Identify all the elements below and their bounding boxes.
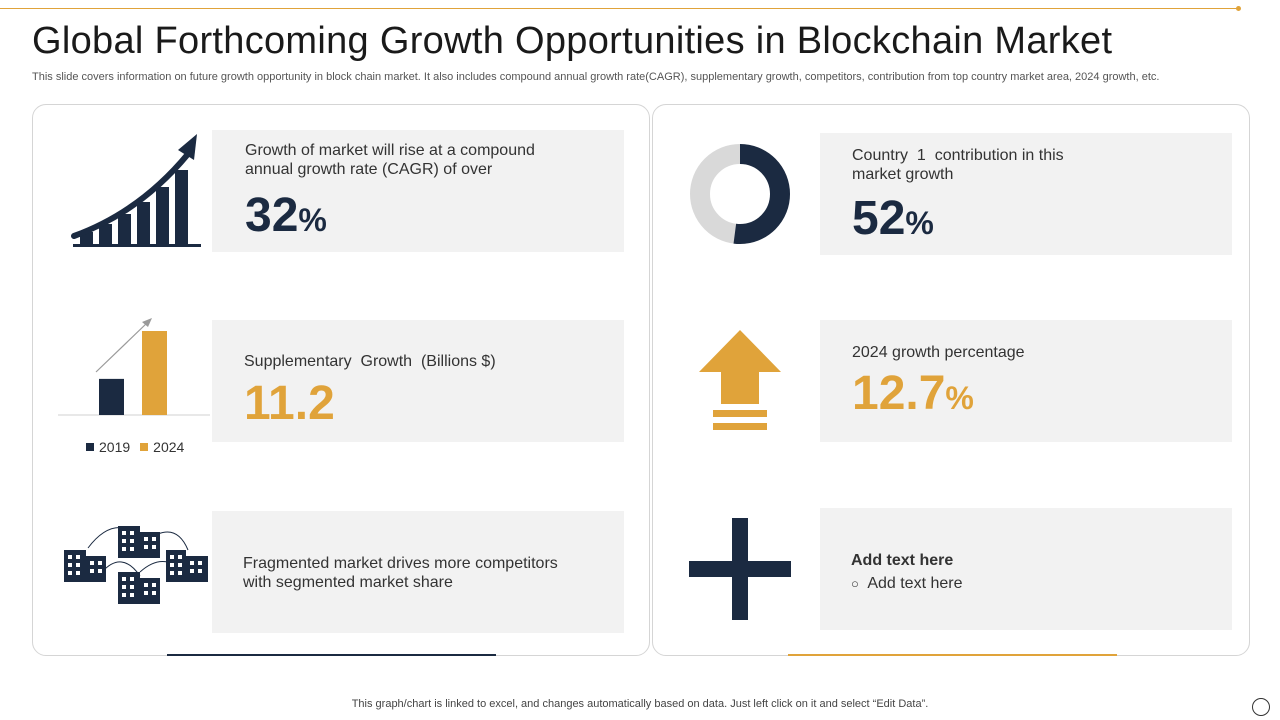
- growth-2024-card: 2024 growth percentage 12.7%: [820, 320, 1232, 442]
- add-text-card: Add text here ○ Add text here: [820, 508, 1232, 630]
- bar-2024: [142, 331, 167, 415]
- corner-circle-icon: [1252, 698, 1270, 716]
- legend-item-2024: 2024: [140, 439, 184, 455]
- buildings-network-icon: [64, 526, 208, 604]
- bar-2019: [99, 378, 124, 415]
- legend-swatch-2024: [140, 443, 149, 451]
- growth-2024-text: 2024 growth percentage: [852, 344, 1025, 361]
- country-card: Country 1 contribution in this market gr…: [820, 133, 1232, 255]
- country-number: 52: [852, 192, 906, 245]
- cagr-number: 32: [245, 189, 299, 242]
- supplementary-bar-chart: [58, 318, 210, 416]
- legend-label-2019: 2019: [99, 439, 131, 455]
- page-title: Global Forthcoming Growth Opportunities …: [32, 20, 1113, 62]
- cagr-text: Growth of market will rise at a compound…: [245, 142, 535, 178]
- growth-2024-number: 12.7: [852, 367, 946, 420]
- legend-item-2019: 2019: [86, 439, 130, 455]
- country-donut-chart: [690, 144, 790, 244]
- growth-2024-value: 12.7%: [852, 370, 974, 422]
- donut-share: [690, 144, 790, 244]
- cagr-card: Growth of market will rise at a compound…: [212, 130, 624, 252]
- fragmented-card: Fragmented market drives more competitor…: [212, 511, 624, 633]
- footer-note: This graph/chart is linked to excel, and…: [351, 698, 929, 710]
- rising-bar-chart-icon: [71, 134, 201, 247]
- supplementary-value: 11.2: [244, 377, 335, 430]
- country-value: 52%: [852, 195, 934, 247]
- supplementary-card: Supplementary Growth (Billions $) 11.2: [212, 320, 624, 442]
- supplementary-text: Supplementary Growth (Billions $): [244, 353, 496, 370]
- growth-2024-unit: %: [945, 380, 974, 416]
- fragmented-text: Fragmented market drives more competitor…: [243, 555, 558, 591]
- cagr-value: 32%: [245, 192, 327, 244]
- country-text: Country 1 contribution in this market gr…: [852, 147, 1069, 183]
- bullet-circle-icon: ○: [851, 576, 859, 591]
- up-arrow-icon: [699, 330, 781, 430]
- cagr-unit: %: [298, 202, 327, 238]
- add-text-bullet-label: Add text here: [867, 575, 963, 592]
- page-subtitle: This slide covers information on future …: [32, 71, 1160, 83]
- legend-label-2024: 2024: [153, 439, 185, 455]
- left-panel-accent: [167, 654, 496, 656]
- supplementary-legend: 2019 2024: [86, 439, 184, 455]
- plus-icon: [689, 518, 791, 620]
- add-text-bullet: ○ Add text here: [851, 575, 962, 593]
- right-panel-accent: [788, 654, 1117, 656]
- top-rule-dot: [1236, 6, 1241, 11]
- country-unit: %: [905, 205, 934, 241]
- add-text-heading: Add text here: [851, 552, 954, 569]
- legend-swatch-2019: [86, 443, 94, 451]
- top-rule: [0, 8, 1238, 9]
